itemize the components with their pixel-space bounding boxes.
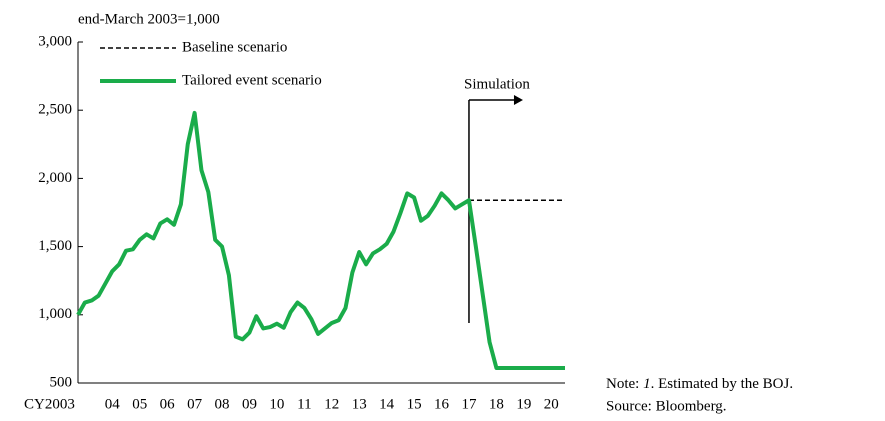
x-tick-label: 14 bbox=[379, 396, 395, 412]
series-line bbox=[76, 110, 565, 370]
note: Note: 1. Estimated by the BOJ. bbox=[606, 376, 793, 392]
x-tick-label: 13 bbox=[352, 396, 367, 412]
legend-label: Tailored event scenario bbox=[182, 72, 322, 88]
x-tick-label: 08 bbox=[215, 396, 230, 412]
annotation: Simulation bbox=[464, 76, 530, 92]
note-prefix: Note: bbox=[606, 376, 643, 392]
note-text: . Estimated by the BOJ. bbox=[651, 376, 794, 392]
x-tick-label: 04 bbox=[105, 396, 121, 412]
x-tick-label: 20 bbox=[544, 396, 559, 412]
source: Source: Bloomberg. bbox=[606, 398, 727, 414]
x-tick-label: 10 bbox=[269, 396, 284, 412]
y-tick-label: 3,000 bbox=[38, 33, 72, 49]
x-tick-label: 18 bbox=[489, 396, 504, 412]
y-tick-label: 2,000 bbox=[38, 170, 72, 186]
x-tick-label: 15 bbox=[407, 396, 422, 412]
x-tick-label: 19 bbox=[516, 396, 531, 412]
y-tick-label: 1,500 bbox=[38, 238, 72, 254]
x-tick-label: 06 bbox=[160, 396, 176, 412]
x-tick-label: 05 bbox=[132, 396, 147, 412]
x-tick-label: 09 bbox=[242, 396, 257, 412]
y-axis-label: end-March 2003=1,000 bbox=[78, 11, 220, 27]
x-tick-label: 12 bbox=[324, 396, 339, 412]
x-tick-label: 16 bbox=[434, 396, 450, 412]
y-tick-label: 1,000 bbox=[38, 306, 72, 322]
y-tick-label: 500 bbox=[50, 374, 73, 390]
arrow-head bbox=[513, 95, 523, 105]
x-tick-label: 17 bbox=[461, 396, 477, 412]
note-number: 1 bbox=[643, 376, 651, 392]
y-tick-label: 2,500 bbox=[38, 102, 72, 118]
x-tick-label: 11 bbox=[297, 396, 311, 412]
x-tick-label: 07 bbox=[187, 396, 203, 412]
x-tick-label: CY2003 bbox=[24, 396, 75, 412]
legend-label: Baseline scenario bbox=[182, 39, 287, 55]
